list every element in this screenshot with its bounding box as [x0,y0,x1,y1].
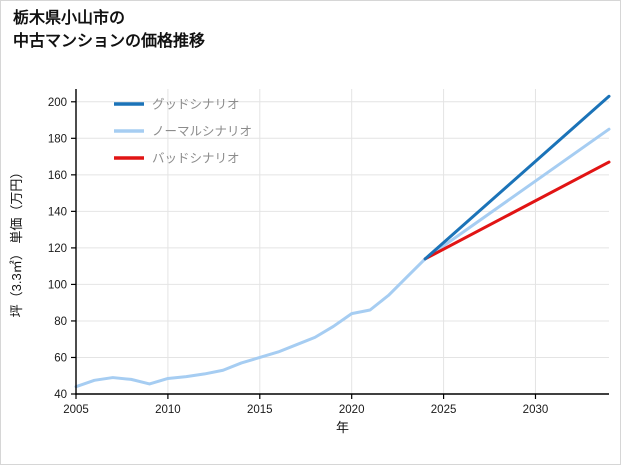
x-tick-label: 2020 [339,404,365,416]
legend-label-1: ノーマルシナリオ [152,125,252,139]
x-tick-label: 2015 [247,404,273,416]
x-tick-label: 2030 [523,404,549,416]
y-tick-label: 140 [48,206,67,218]
series-line-2 [423,160,611,261]
chart-title: 栃木県小山市の 中古マンションの価格推移 [13,10,206,51]
x-tick-label: 2025 [431,404,457,416]
x-tick-label: 2005 [63,404,89,416]
y-tick-label: 120 [48,243,67,255]
legend-label-0: グッドシナリオ [152,98,240,112]
y-tick-label: 40 [54,389,67,401]
y-tick-label: 160 [48,170,67,182]
legend-label-2: バッドシナリオ [152,152,240,166]
y-tick-label: 60 [54,352,67,364]
x-axis-label: 年 [336,420,349,435]
x-tick-label: 2010 [155,404,181,416]
series-line-0 [423,94,611,261]
y-tick-label: 200 [48,97,67,109]
y-tick-label: 180 [48,133,67,145]
y-axis-label: 坪（3.3㎡） 単価（万円） [9,166,24,318]
y-tick-label: 80 [54,316,67,328]
series-line-1 [74,127,611,389]
y-tick-label: 100 [48,279,67,291]
